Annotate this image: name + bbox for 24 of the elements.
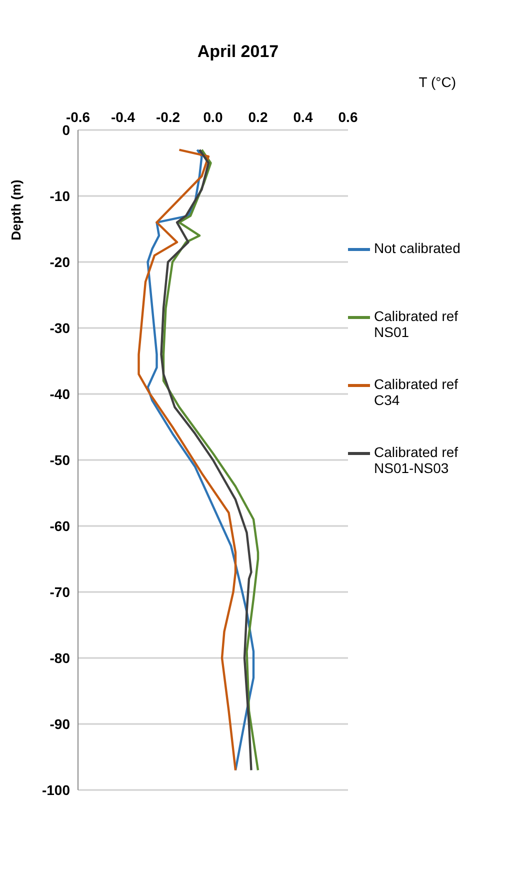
y-tick-label: -80 — [50, 650, 70, 666]
y-tick-label: -60 — [50, 518, 70, 534]
x-axis-title: T (°C) — [418, 74, 456, 90]
legend-label: Calibrated ref NS01 — [374, 308, 460, 340]
legend-label: Calibrated ref NS01-NS03 — [374, 444, 460, 476]
y-tick-label: -40 — [50, 386, 70, 402]
legend-label: Calibrated ref C34 — [374, 376, 460, 408]
y-tick-label: -70 — [50, 584, 70, 600]
y-tick-label: -50 — [50, 452, 70, 468]
line-series — [138, 148, 237, 772]
x-tick-label: 0.0 — [203, 109, 223, 125]
y-axis-title: Depth (m) — [8, 180, 24, 240]
x-tick-label: -0.4 — [110, 109, 136, 125]
x-tick-label: 0.6 — [338, 109, 358, 125]
x-tick-label: 0.2 — [248, 109, 268, 125]
x-tick-label: -0.2 — [156, 109, 180, 125]
chart-title: April 2017 — [196, 42, 280, 62]
x-tick-label: 0.4 — [293, 109, 313, 125]
y-tick-label: -90 — [50, 716, 70, 732]
y-tick-label: -30 — [50, 320, 70, 336]
y-tick-label: -100 — [42, 782, 70, 798]
y-tick-label: -10 — [50, 188, 70, 204]
legend-label: Not calibrated — [374, 240, 460, 256]
y-tick-label: -20 — [50, 254, 70, 270]
